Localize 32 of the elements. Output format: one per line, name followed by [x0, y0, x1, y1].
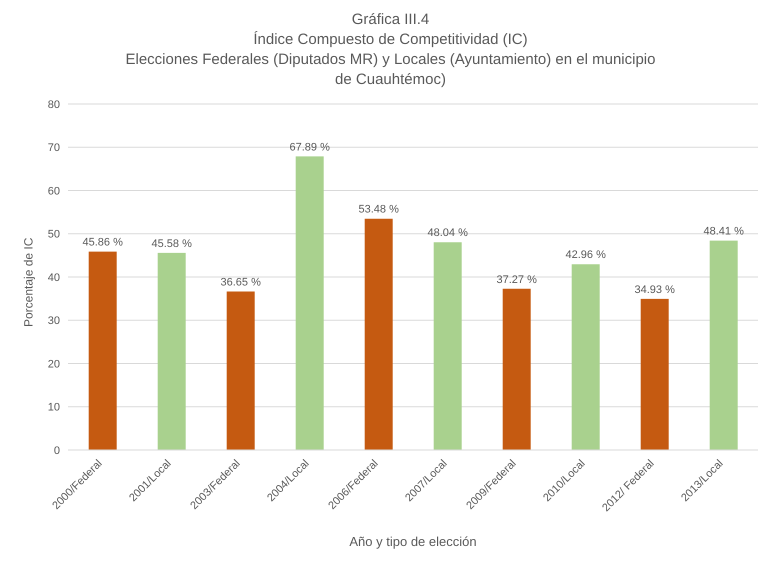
y-tick-label: 0: [54, 444, 60, 457]
data-label: 37.27 %: [496, 274, 538, 286]
data-label: 53.48 %: [358, 204, 400, 216]
bar: [88, 252, 117, 450]
y-axis-title: Porcentaje de IC: [21, 237, 36, 327]
bar: [572, 264, 600, 450]
y-tick-label: 10: [48, 402, 60, 414]
bar: [364, 218, 393, 450]
data-label: 45.58 %: [152, 238, 192, 250]
y-tick-label: 70: [48, 142, 60, 154]
bar: [502, 288, 531, 450]
y-tick-label: 60: [48, 185, 60, 198]
y-tick-label: 80: [48, 98, 60, 111]
x-axis-title: Año y tipo de elección: [349, 534, 477, 549]
data-label: 45.86 %: [82, 236, 124, 249]
data-label: 34.93 %: [634, 284, 676, 296]
bar: [640, 298, 669, 450]
y-tick-label: 20: [48, 358, 60, 370]
bar: [296, 156, 324, 450]
bar: [710, 240, 738, 450]
data-label: 48.41 %: [704, 226, 744, 238]
data-label: 67.89 %: [290, 141, 330, 154]
data-label: 36.65 %: [220, 276, 262, 288]
chart-title: Gráfica III.4 Índice Compuesto de Competitividad (IC) Elecciones Federales (Diputados MR) y Locales (Ayuntamiento) en el municipio de Cuauhtémoc): [124, 10, 656, 90]
data-label: 48.04 %: [428, 227, 468, 240]
bar: [434, 242, 462, 450]
bar: [226, 291, 255, 450]
y-tick-label: 50: [48, 228, 60, 241]
y-tick-label: 40: [48, 272, 60, 284]
bar: [158, 252, 186, 450]
y-tick-label: 30: [48, 315, 60, 328]
data-label: 42.96 %: [566, 249, 606, 262]
